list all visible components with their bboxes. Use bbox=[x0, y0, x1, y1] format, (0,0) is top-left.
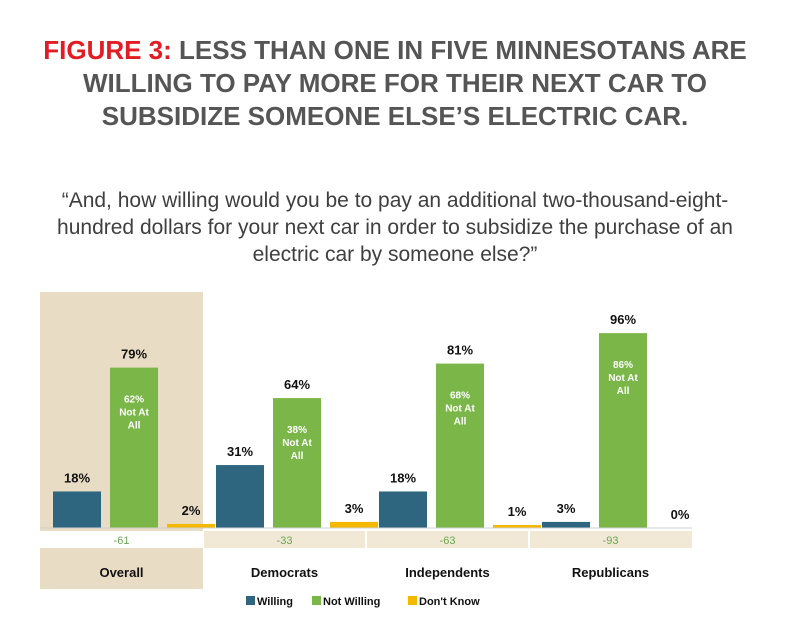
bar-willing bbox=[542, 521, 590, 528]
not-at-all-label: Not At bbox=[282, 438, 312, 449]
net-difference-value: -33 bbox=[277, 535, 293, 547]
figure-number: FIGURE 3: bbox=[43, 35, 172, 65]
net-difference-value: -63 bbox=[440, 535, 456, 547]
data-label-not-willing: 79% bbox=[121, 347, 147, 362]
not-at-all-label: 86% bbox=[613, 360, 633, 371]
category-label: Independents bbox=[405, 565, 490, 580]
bar-willing bbox=[216, 465, 264, 528]
legend-label-not-willing: Not Willing bbox=[323, 596, 380, 608]
data-label-willing: 3% bbox=[557, 501, 576, 516]
data-label-dont-know: 0% bbox=[671, 507, 690, 522]
survey-question: “And, how willing would you be to pay an… bbox=[57, 189, 733, 266]
category-label: Republicans bbox=[572, 565, 649, 580]
not-at-all-label: 38% bbox=[287, 425, 307, 436]
net-difference-value: -61 bbox=[114, 535, 130, 547]
not-at-all-label: Not At bbox=[119, 408, 149, 419]
not-at-all-label: All bbox=[454, 417, 467, 428]
data-label-dont-know: 3% bbox=[345, 501, 364, 516]
net-difference-band-highlight bbox=[40, 531, 203, 548]
not-at-all-label: 62% bbox=[124, 395, 144, 406]
not-at-all-label: All bbox=[291, 451, 304, 462]
legend-swatch-not-willing bbox=[312, 596, 321, 605]
chart-title: FIGURE 3: LESS THAN ONE IN FIVE MINNESOT… bbox=[20, 34, 770, 133]
data-label-dont-know: 1% bbox=[508, 504, 527, 519]
bar-dont-know bbox=[167, 523, 215, 528]
data-label-willing: 18% bbox=[64, 470, 90, 485]
bar-dont-know bbox=[330, 521, 378, 528]
bar-not-willing bbox=[599, 333, 647, 528]
legend-swatch-willing bbox=[246, 596, 255, 605]
bar-willing bbox=[379, 491, 427, 528]
net-difference-value: -93 bbox=[603, 535, 619, 547]
legend-label-willing: Willing bbox=[257, 596, 293, 608]
legend-swatch-dont-know bbox=[408, 596, 417, 605]
not-at-all-label: All bbox=[128, 421, 141, 432]
bar-not-willing bbox=[273, 398, 321, 528]
data-label-not-willing: 64% bbox=[284, 377, 310, 392]
not-at-all-label: All bbox=[617, 386, 630, 397]
figure-title-text: LESS THAN ONE IN FIVE MINNESOTANS ARE WI… bbox=[82, 35, 747, 131]
data-label-willing: 18% bbox=[390, 470, 416, 485]
data-label-dont-know: 2% bbox=[182, 503, 201, 518]
bar-not-willing bbox=[110, 367, 158, 528]
bar-willing bbox=[53, 491, 101, 528]
legend-label-dont-know: Don't Know bbox=[419, 596, 480, 608]
data-label-not-willing: 81% bbox=[447, 343, 473, 358]
bar-not-willing bbox=[436, 363, 484, 528]
data-label-not-willing: 96% bbox=[610, 312, 636, 327]
not-at-all-label: Not At bbox=[445, 404, 475, 415]
not-at-all-label: Not At bbox=[608, 373, 638, 384]
category-label: Overall bbox=[99, 565, 143, 580]
data-label-willing: 31% bbox=[227, 444, 253, 459]
category-label: Democrats bbox=[251, 565, 318, 580]
not-at-all-label: 68% bbox=[450, 391, 470, 402]
bar-dont-know bbox=[493, 525, 541, 528]
